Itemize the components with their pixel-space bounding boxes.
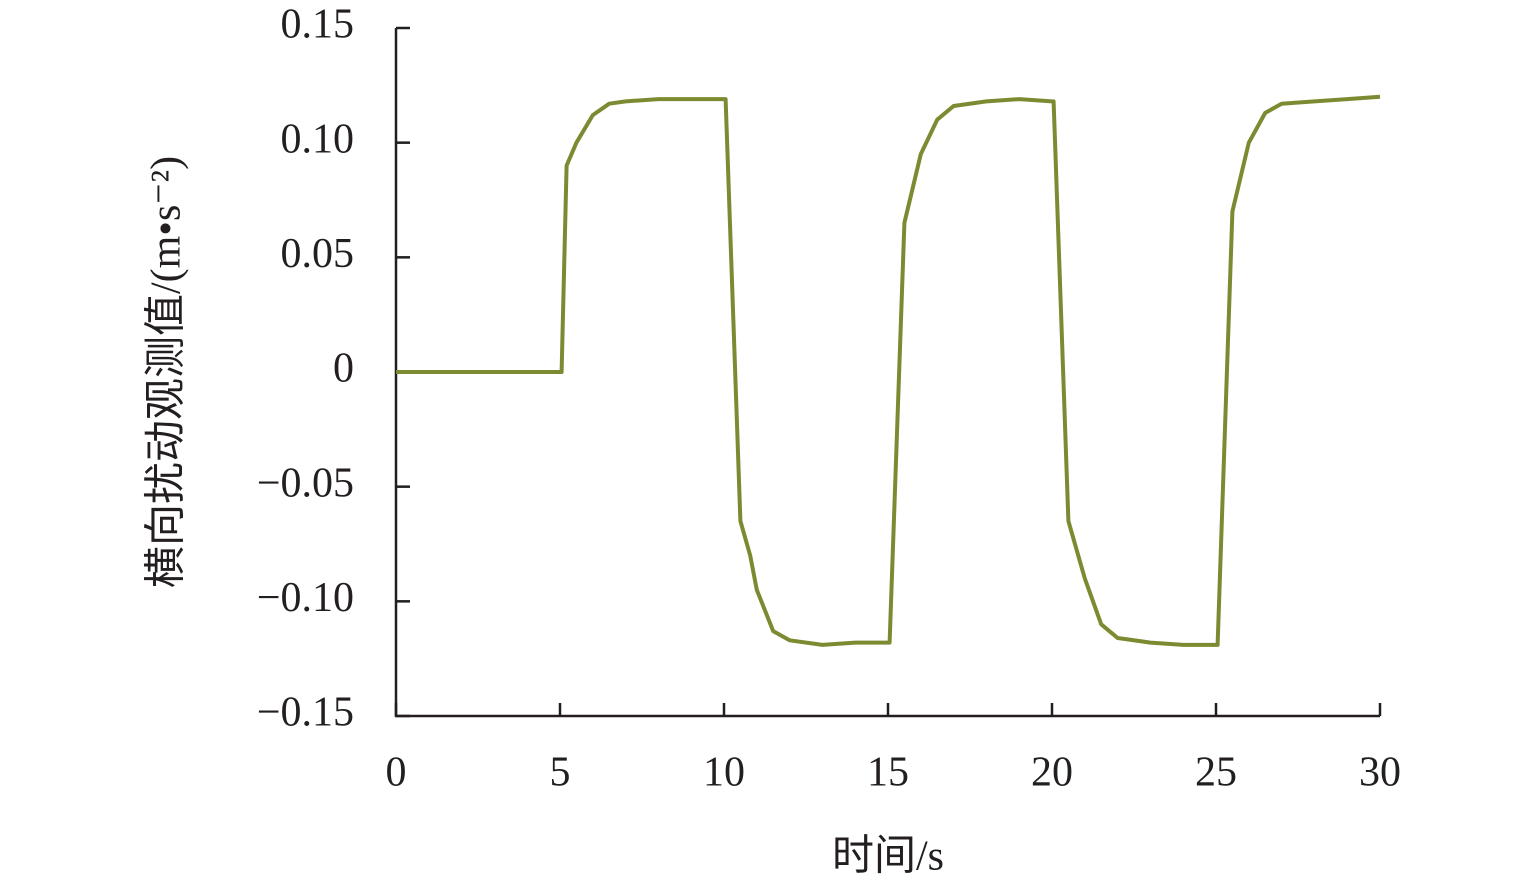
x-tick-label: 0 xyxy=(386,750,407,796)
x-tick-label: 15 xyxy=(867,750,909,796)
y-tick-label: −0.10 xyxy=(257,575,354,621)
x-axis-label: 时间/s xyxy=(832,834,944,880)
y-tick-label: −0.15 xyxy=(257,690,354,736)
y-tick-label: −0.05 xyxy=(257,460,354,506)
y-tick-label: 0.15 xyxy=(281,2,355,48)
y-tick-label: 0.05 xyxy=(281,231,355,277)
x-tick-label: 30 xyxy=(1359,750,1401,796)
x-tick-label: 10 xyxy=(703,750,745,796)
x-tick-label: 25 xyxy=(1195,750,1237,796)
y-tick-label: 0 xyxy=(333,346,354,392)
x-tick-label: 20 xyxy=(1031,750,1073,796)
data-line xyxy=(396,94,1381,647)
x-tick-label: 5 xyxy=(550,750,571,796)
y-tick-label: 0.10 xyxy=(281,116,355,162)
y-axis-label: 横向扰动观测值/(m•s⁻²) xyxy=(144,156,190,588)
